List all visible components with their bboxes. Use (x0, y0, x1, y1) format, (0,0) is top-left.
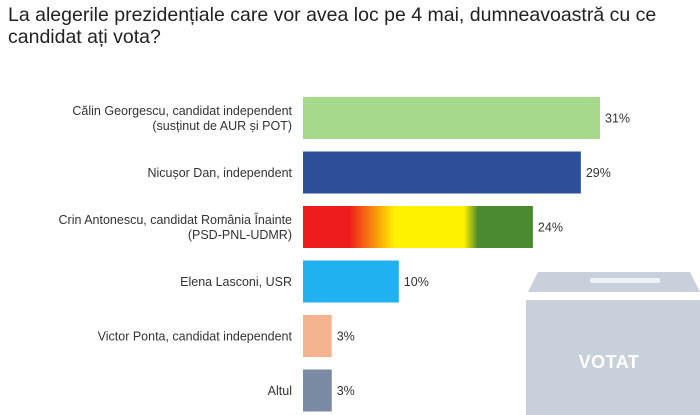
category-label-line: Nicușor Dan, independent (147, 166, 292, 180)
category-label-3: Crin Antonescu, candidat România Înainte… (59, 212, 293, 242)
value-label-4: 10% (404, 275, 429, 289)
category-label-6: Altul (268, 384, 292, 398)
value-label-5: 3% (337, 330, 355, 344)
category-labels-layer: Călin Georgescu, candidat independent (su… (59, 104, 293, 398)
value-label-6: 3% (337, 384, 355, 398)
bars-layer (303, 97, 600, 412)
category-label-line: (PSD-PNL-UDMR) (188, 228, 292, 242)
value-label-1: 31% (605, 112, 630, 126)
bar-6 (303, 370, 332, 412)
value-label-3: 24% (538, 221, 563, 235)
category-label-line: Crin Antonescu, candidat România Înainte (59, 212, 293, 227)
bar-2 (303, 152, 581, 194)
category-label-4: Elena Lasconi, USR (180, 275, 292, 289)
category-label-line: Elena Lasconi, USR (180, 275, 292, 289)
bar-5 (303, 315, 332, 357)
category-label-line: (susținut de AUR și POT) (152, 119, 292, 133)
category-label-line: Altul (268, 384, 292, 398)
bar-3 (303, 206, 533, 248)
category-label-1: Călin Georgescu, candidat independent (su… (72, 104, 292, 133)
category-label-line: Victor Ponta, candidat independent (98, 330, 293, 344)
bar-1 (303, 97, 600, 139)
value-label-2: 29% (586, 166, 611, 180)
category-label-2: Nicușor Dan, independent (147, 166, 292, 180)
bar-4 (303, 261, 399, 303)
category-label-5: Victor Ponta, candidat independent (98, 330, 293, 344)
category-label-line: Călin Georgescu, candidat independent (72, 104, 292, 118)
